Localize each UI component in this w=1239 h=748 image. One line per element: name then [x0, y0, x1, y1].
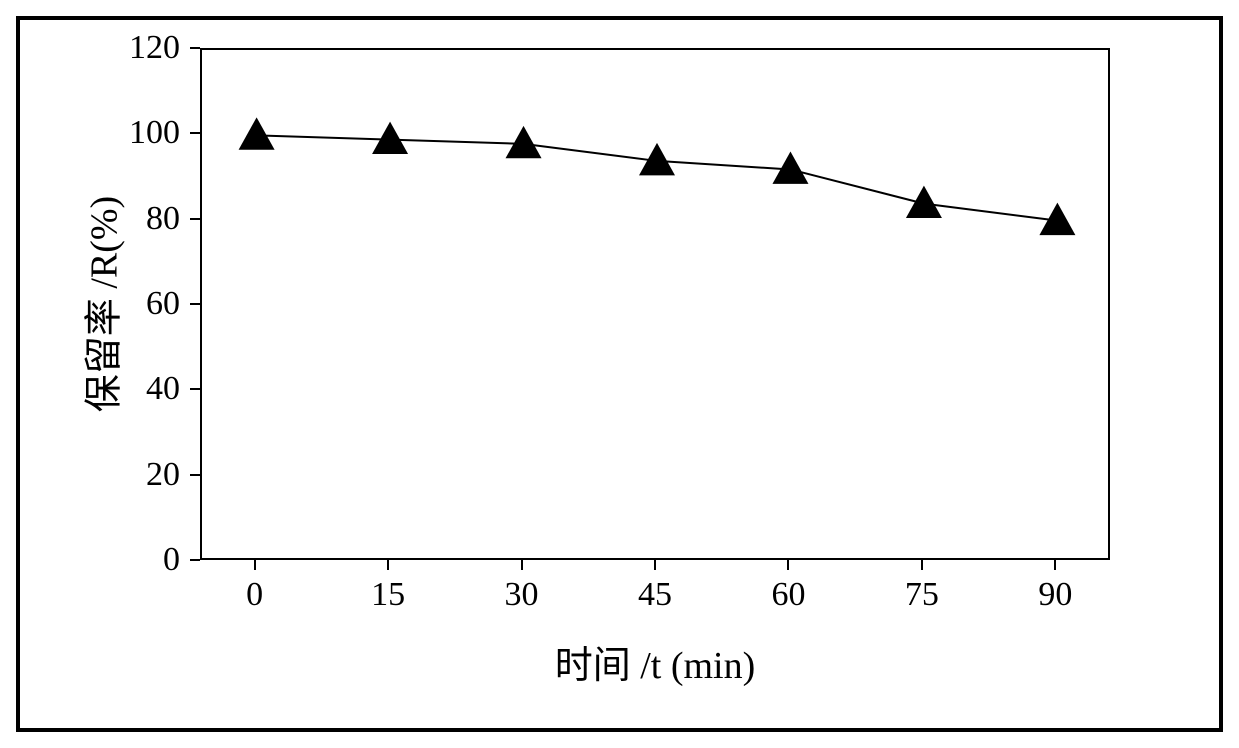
x-tick-label: 45: [638, 576, 672, 614]
y-tick-label: 40: [146, 370, 180, 408]
y-tick-mark: [190, 559, 200, 561]
y-tick-label: 100: [129, 114, 180, 152]
x-tick-mark: [254, 560, 256, 570]
x-tick-mark: [921, 560, 923, 570]
data-marker: [372, 122, 408, 154]
x-tick-mark: [1054, 560, 1056, 570]
y-tick-mark: [190, 132, 200, 134]
y-tick-mark: [190, 47, 200, 49]
y-tick-label: 120: [129, 29, 180, 67]
y-tick-mark: [190, 474, 200, 476]
x-tick-label: 0: [246, 576, 263, 614]
x-tick-mark: [787, 560, 789, 570]
y-tick-mark: [190, 388, 200, 390]
x-tick-mark: [654, 560, 656, 570]
y-tick-mark: [190, 218, 200, 220]
y-tick-label: 20: [146, 456, 180, 494]
data-marker: [906, 186, 942, 218]
y-tick-label: 80: [146, 200, 180, 238]
x-tick-label: 90: [1038, 576, 1072, 614]
y-tick-label: 60: [146, 285, 180, 323]
y-tick-mark: [190, 303, 200, 305]
plot-area: [200, 48, 1110, 560]
x-axis-label: 时间 /t (min): [555, 634, 756, 689]
x-tick-label: 60: [771, 576, 805, 614]
x-tick-label: 30: [505, 576, 539, 614]
data-marker: [239, 117, 275, 149]
y-axis-label: 保留率 /R(%): [73, 196, 128, 412]
data-marker: [506, 126, 542, 158]
x-tick-mark: [387, 560, 389, 570]
x-tick-label: 75: [905, 576, 939, 614]
x-tick-label: 15: [371, 576, 405, 614]
data-layer: [202, 50, 1112, 562]
x-tick-mark: [521, 560, 523, 570]
chart-container: 0 15 30 45 60 75 90 0 20 40 60 80 100 120 时间 /t (min…: [0, 0, 1239, 748]
y-tick-label: 0: [163, 541, 180, 579]
